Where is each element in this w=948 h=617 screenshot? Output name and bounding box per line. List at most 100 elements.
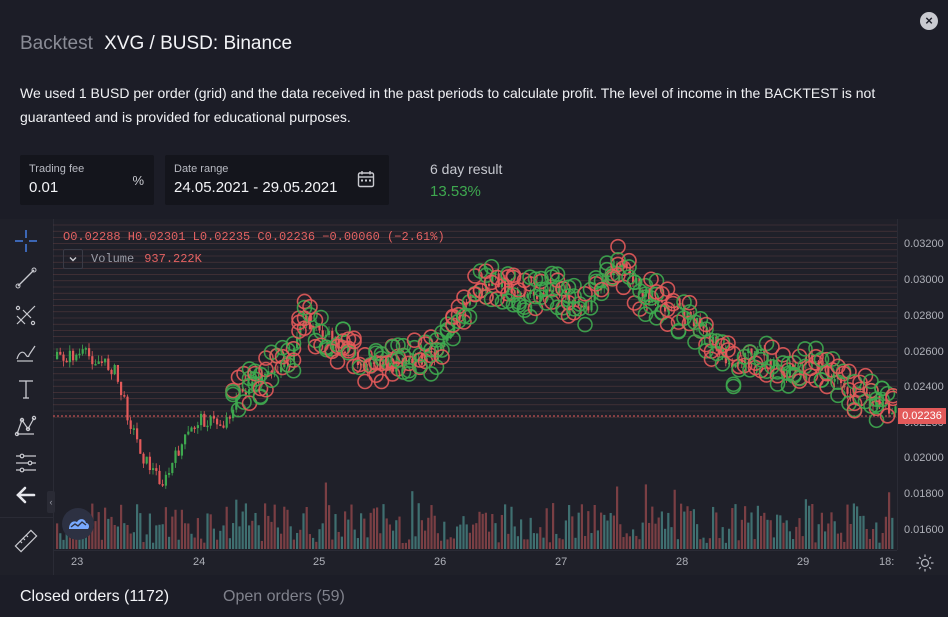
volume-bar [238,526,241,549]
order-marker [846,395,863,412]
order-marker [456,314,472,330]
candle-body [660,301,663,303]
order-marker [577,285,593,302]
volume-bar [203,542,206,549]
candle-body [504,277,507,293]
volume-bar [638,539,641,549]
candle-body [366,368,369,371]
calendar-icon[interactable] [357,170,375,188]
volume-bar [152,542,155,549]
volume-bar [123,523,126,549]
volume-bar [353,529,356,549]
fib-icon[interactable] [12,301,40,329]
tab-open-orders[interactable]: Open orders (59) [223,588,345,605]
trading-fee-label: Trading fee [29,163,85,175]
pattern-icon[interactable] [12,412,40,440]
volume-bar [145,534,148,549]
trading-fee-value[interactable]: 0.01 [29,179,59,196]
measure-icon[interactable] [12,449,40,477]
tab-closed-orders[interactable]: Closed orders (1172) [20,588,170,605]
volume-bar [667,512,670,549]
trading-fee-field[interactable]: Trading fee 0.01 % [20,155,154,205]
order-marker [263,372,280,389]
volume-bar [206,513,209,549]
volume-bar [878,542,881,549]
price-axis[interactable]: 0.03200 0.03000 0.02800 0.02600 0.02400 … [897,219,948,550]
volume-bar [596,530,599,549]
volume-bar [686,506,689,549]
volume-bar [100,539,103,549]
order-marker [412,352,428,368]
order-marker [709,333,725,349]
volume-bar [891,517,894,549]
volume-bar [865,529,868,549]
candle-body [769,359,772,370]
volume-label: Volume [91,252,135,266]
trend-line-icon[interactable] [12,264,40,292]
candle-body [526,294,529,298]
order-tabs: Closed orders (1172) Open orders (59) [0,576,948,617]
time-axis[interactable]: 23 24 25 26 27 28 29 18: [53,550,897,576]
brush-icon[interactable] [12,338,40,366]
volume-bar [705,542,708,549]
back-arrow-icon[interactable] [12,481,40,509]
candle-body [328,330,331,336]
volume-bar [296,532,299,549]
volume-bar [196,518,199,549]
order-marker [549,272,566,289]
volume-bar [219,530,222,549]
candle-body [113,364,116,375]
close-button[interactable]: × [920,12,938,30]
order-marker [236,394,252,410]
candle-body [827,366,830,380]
volume-bar [670,527,673,549]
volume-bar [254,512,257,549]
settings-icon[interactable] [915,553,935,573]
text-icon[interactable] [12,375,40,403]
candle-body [97,361,100,364]
order-marker [285,340,302,357]
crosshair-icon[interactable] [12,227,40,255]
volume-bar [782,522,785,549]
volume-bar [270,521,273,549]
result-label: 6 day result [430,161,503,177]
volume-bar [414,536,417,549]
volume-bar [526,539,529,549]
volume-bar [814,542,817,549]
date-range-value[interactable]: 24.05.2021 - 29.05.2021 [174,179,338,196]
volume-bar [561,539,564,549]
order-marker [456,308,472,324]
order-marker [813,351,830,368]
volume-bar [289,526,292,549]
order-marker [533,281,549,298]
volume-bar [299,529,302,549]
chevron-down-icon[interactable] [63,249,83,269]
volume-bar [308,534,311,549]
candle-body [612,273,615,275]
volume-bar [820,512,823,549]
volume-bar [824,531,827,549]
volume-bar [494,523,497,549]
volume-bar [846,504,849,549]
candle-body [161,484,164,486]
volume-bar [488,531,491,549]
volume-bar [536,533,539,549]
chart-canvas[interactable] [53,219,897,550]
price-chart[interactable]: ‹ O0.02288 H0.02301 L0.02235 C0.02236 −0… [0,219,948,575]
volume-bar [132,532,135,549]
candle-body [446,338,449,341]
candle-body [529,291,532,295]
volume-bar [168,536,171,549]
volume-bar [804,499,807,549]
date-range-field[interactable]: Date range 24.05.2021 - 29.05.2021 [165,155,389,205]
ruler-icon[interactable] [12,527,40,555]
candle-body [155,468,158,471]
volume-bar [200,538,203,549]
percent-suffix: % [132,173,144,188]
volume-bar [702,537,705,549]
toolbar-collapse-handle[interactable]: ‹ [47,491,55,513]
candle-body [523,293,526,298]
volume-bar [654,523,657,549]
volume-bar [798,518,801,549]
order-marker [247,371,263,388]
